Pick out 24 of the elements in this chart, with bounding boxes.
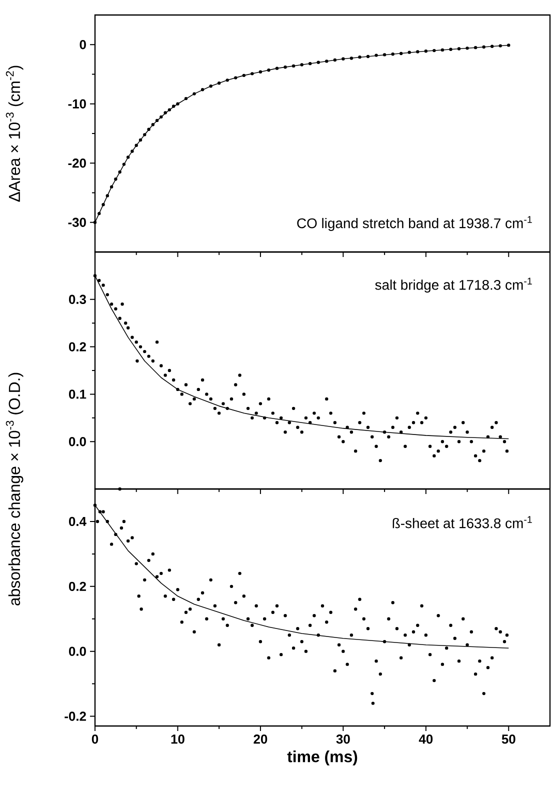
y-tick-label: 0.1 xyxy=(69,390,86,399)
y-tick-label: 0 xyxy=(80,40,86,50)
y-tick-label: -10 xyxy=(68,99,86,108)
annotation: ß-sheet at 1633.8 cm$^{-1}$ xyxy=(393,516,532,528)
x-axis-title: time (ms) xyxy=(287,750,358,766)
y-tick-label: 0.3 xyxy=(69,294,86,304)
x-tick-label: 20 xyxy=(254,734,268,744)
x-tick-label: 50 xyxy=(502,734,516,744)
annotation: CO ligand stretch band at 1938.7 cm$^{-1}$ xyxy=(297,216,532,231)
x-tick-label: 0 xyxy=(92,734,98,744)
y-tick-label: 0.0 xyxy=(69,437,86,446)
y-axis-title: absorbance change × 10$^{-3}$ (O.D.) xyxy=(6,372,24,606)
x-tick-label: 40 xyxy=(419,734,433,744)
x-tick-label: 30 xyxy=(336,734,350,744)
y-tick-label: -20 xyxy=(68,158,86,168)
x-tick-label: 10 xyxy=(172,734,185,744)
y-tick-label: 0.4 xyxy=(69,516,87,526)
y-axis-title: ΔArea × 10$^{-3}$ (cm$^{-2}$) xyxy=(6,66,24,202)
y-tick-label: 0.0 xyxy=(69,646,86,656)
y-tick-label: -30 xyxy=(68,218,86,227)
y-tick-label: 0.2 xyxy=(69,342,86,352)
annotation: salt bridge at 1718.3 cm$^{-1}$ xyxy=(375,278,532,293)
y-tick-label: -0.2 xyxy=(64,712,86,721)
y-tick-label: 0.2 xyxy=(69,582,86,591)
